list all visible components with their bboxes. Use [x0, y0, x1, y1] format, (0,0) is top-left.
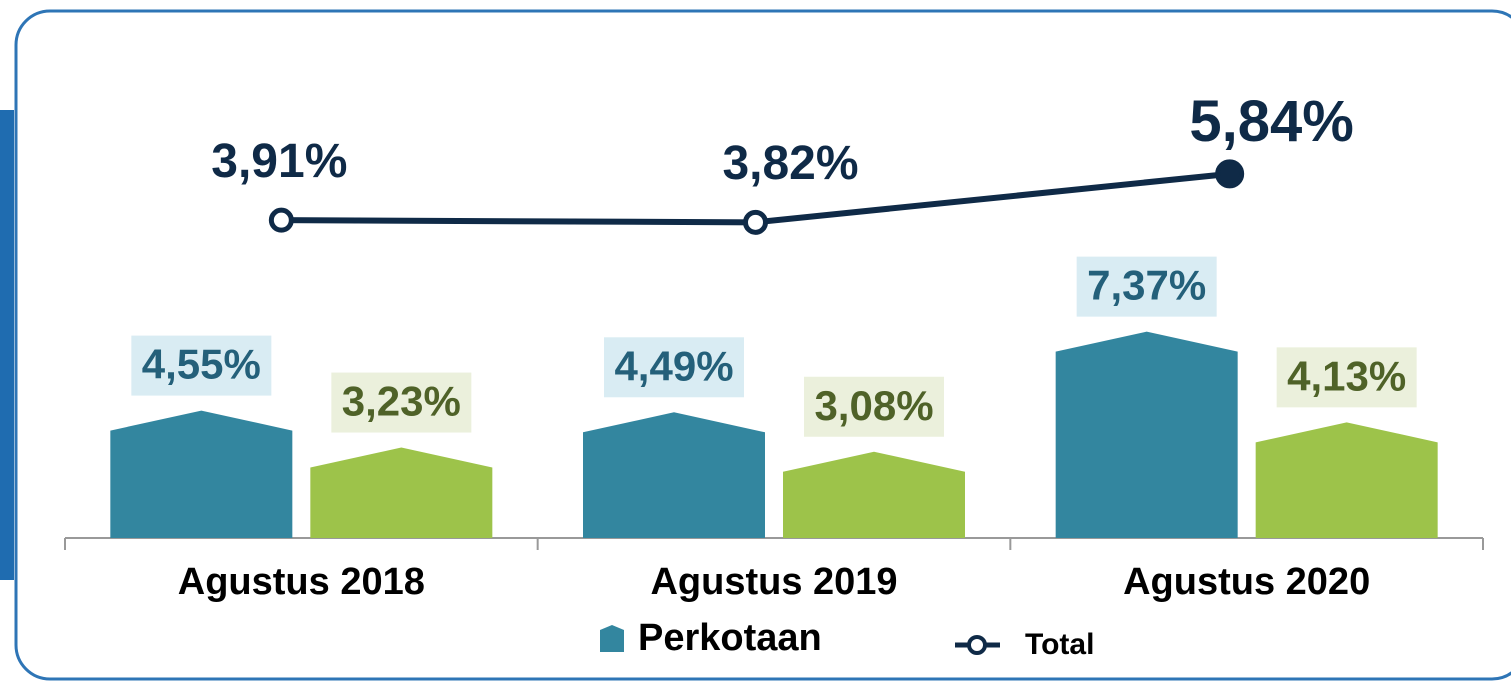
bar [310, 447, 493, 538]
value-label-bg [1076, 256, 1217, 317]
bar [110, 410, 293, 538]
value-label: 7,37% [1087, 262, 1206, 309]
x-tick-label: Agustus 2020 [1123, 561, 1370, 603]
value-label: 4,55% [142, 341, 261, 388]
bar [1255, 422, 1438, 538]
value-label: 4,13% [1287, 352, 1406, 399]
value-label-bg [331, 372, 472, 433]
line-marker [268, 207, 294, 233]
value-label-bg [604, 337, 744, 398]
value-label-bg [1276, 347, 1417, 408]
value-label: 3,82% [722, 137, 858, 190]
value-label: 3,91% [211, 135, 347, 188]
value-label: 3,08% [814, 382, 933, 429]
legend-label: Perkotaan [638, 617, 822, 659]
x-tick-label: Agustus 2019 [650, 561, 897, 603]
x-tick-label: Agustus 2018 [178, 561, 425, 603]
value-label: 4,49% [614, 342, 733, 389]
card-border [14, 9, 1511, 681]
bar [583, 412, 765, 538]
value-label: 5,84% [1189, 89, 1353, 154]
bar [1055, 331, 1238, 538]
value-label: 3,23% [342, 378, 461, 425]
line-marker [1215, 159, 1245, 189]
legend-swatch [600, 625, 624, 652]
legend-label: Total [1025, 628, 1094, 661]
bar [783, 451, 965, 538]
legend-marker [967, 635, 987, 655]
value-label-bg [804, 376, 944, 437]
value-label-bg [131, 335, 272, 396]
line-marker [743, 209, 768, 235]
side-accent [0, 110, 14, 580]
